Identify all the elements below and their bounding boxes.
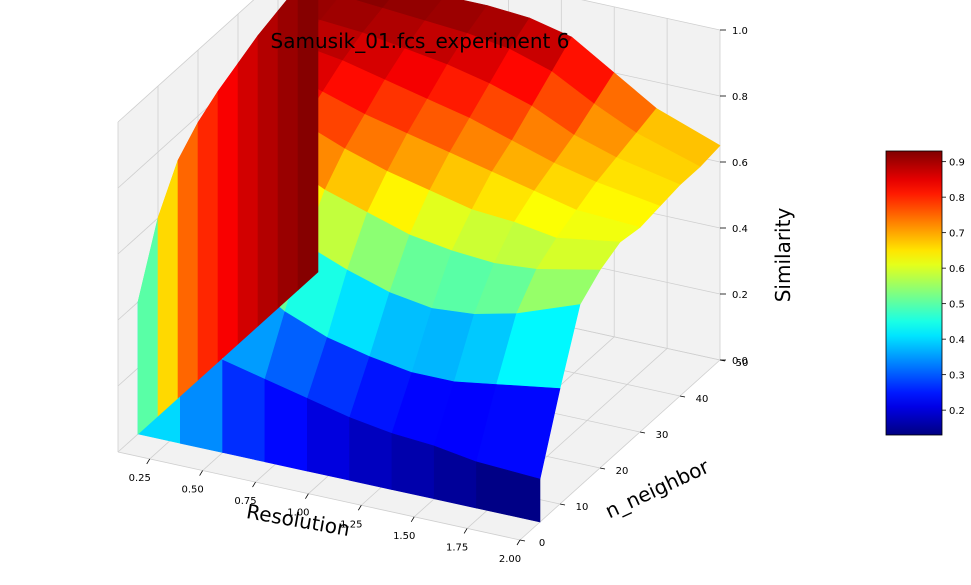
z-tick-label: 0.0 (732, 356, 748, 367)
y-axis-label: n_neighbor (601, 454, 713, 523)
x-tick-mark (252, 481, 256, 488)
z-tick-label: 1.0 (732, 26, 748, 37)
y-tick-label: 20 (616, 466, 629, 477)
x-tick-label: 1.00 (287, 508, 309, 519)
x-tick-mark (516, 539, 521, 546)
axis-ticks: 0.25 0.50 0.75 1.00 1.25 1.50 1.75 2.00 0 10 20 30 4… (129, 26, 749, 565)
x-tick-label: 1.25 (340, 519, 362, 530)
x-tick-label: 0.75 (234, 496, 256, 507)
y-tick-label: 30 (656, 430, 669, 441)
x-tick-label: 1.75 (446, 542, 468, 553)
y-tick-mark (679, 395, 686, 398)
y-tick-mark (639, 431, 646, 434)
x-tick-mark (357, 505, 362, 511)
x-tick-mark (305, 493, 309, 499)
colorbar: 0.2 0.3 0.4 0.5 0.6 0.7 0.8 0.9 (885, 150, 965, 436)
z-tick-label: 0.2 (732, 290, 748, 301)
x-tick-mark (146, 458, 151, 465)
colorbar-gradient (885, 150, 943, 436)
colorbar-tick-label: 0.4 (949, 335, 965, 346)
x-tick-mark (463, 528, 468, 534)
surface-side-wall (177, 122, 199, 399)
colorbar-tick-label: 0.8 (949, 193, 965, 204)
surface-side-wall (217, 62, 239, 363)
y-tick-label: 10 (576, 502, 589, 513)
surface-side-wall (257, 10, 279, 327)
chart-title: Samusik_01.fcs_experiment 6 (271, 29, 570, 53)
y-tick-label: 50 (736, 358, 749, 369)
z-tick-label: 0.6 (732, 158, 748, 169)
colorbar-tick-label: 0.7 (949, 229, 965, 240)
surface-side-wall (297, 0, 319, 291)
x-tick-mark (199, 470, 203, 476)
surface-side-wall (197, 90, 219, 381)
colorbar-tick-label: 0.6 (949, 264, 965, 275)
surface-front-wall (476, 461, 541, 523)
y-tick-mark (519, 539, 526, 542)
y-tick-label: 40 (696, 394, 709, 405)
z-tick-label: 0.8 (732, 92, 748, 103)
x-tick-label: 1.50 (393, 531, 415, 542)
surface-plot (137, 0, 721, 523)
y-tick-mark (559, 503, 566, 506)
colorbar-tick-label: 0.2 (949, 406, 965, 417)
x-tick-label: 2.00 (499, 554, 521, 565)
surface-side-wall (237, 34, 259, 345)
grid-line (117, 451, 521, 541)
colorbar-tick-label: 0.9 (949, 158, 965, 169)
y-tick-mark (599, 467, 606, 470)
x-tick-label: 0.50 (181, 485, 203, 496)
z-axis-label: Similarity (771, 208, 795, 303)
colorbar-tick-label: 0.3 (949, 371, 965, 382)
surface-side-wall (277, 0, 299, 309)
grid-line (581, 0, 721, 31)
colorbar-tick-label: 0.5 (949, 300, 965, 311)
grid-line (117, 0, 255, 123)
z-tick-label: 0.4 (732, 224, 748, 235)
x-tick-label: 0.25 (129, 473, 151, 484)
x-tick-mark (410, 516, 415, 523)
y-tick-label: 0 (539, 538, 545, 549)
x-axis-label: Resolution (245, 499, 352, 541)
grid-line (519, 359, 721, 541)
